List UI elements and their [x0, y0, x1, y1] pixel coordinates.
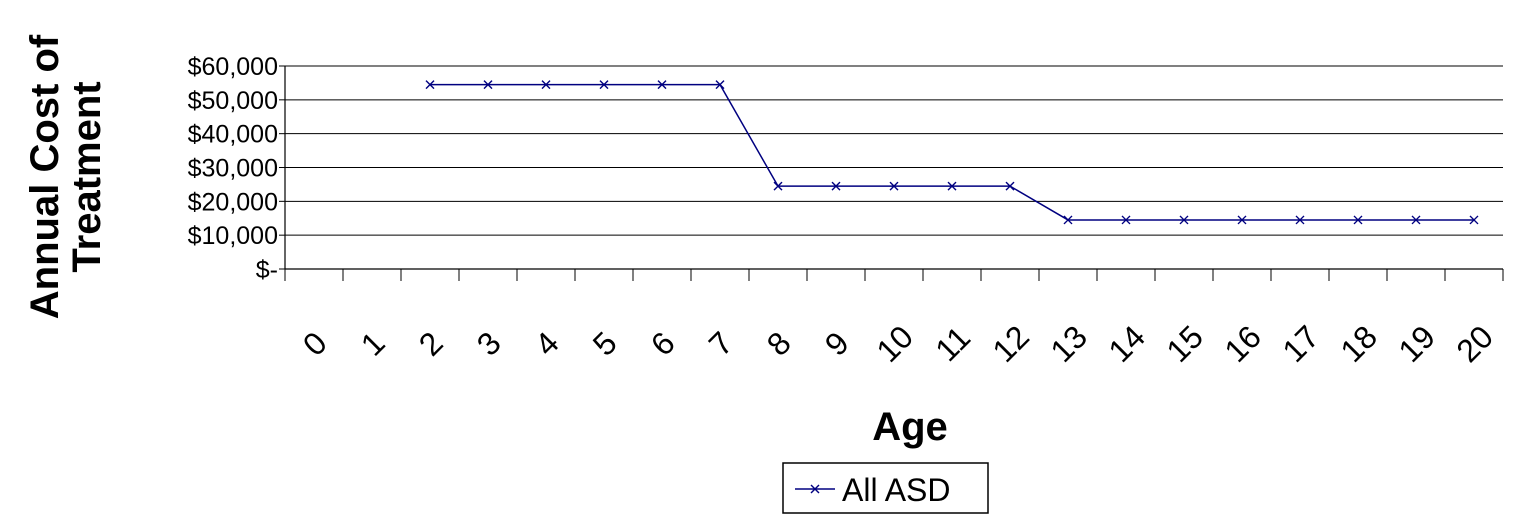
marker-stroke [541, 80, 551, 90]
data-point-marker [889, 181, 899, 191]
y-axis-title-line-2: Treatment [65, 81, 109, 272]
legend: All ASD [782, 462, 989, 514]
data-point-marker [1353, 215, 1363, 225]
x-tick-label: 9 [818, 325, 856, 363]
data-point-marker [425, 80, 435, 90]
x-tick-label: 1 [354, 325, 392, 363]
marker-stroke [1295, 215, 1305, 225]
marker-stroke [1005, 181, 1015, 191]
data-point-marker [657, 80, 667, 90]
x-tick-label: 8 [760, 325, 798, 363]
series-line [430, 83, 1474, 221]
data-point-marker [1005, 181, 1015, 191]
series-group [425, 80, 1479, 225]
data-point-marker [1121, 215, 1131, 225]
y-axis-ticks: $- $10,000 $20,000 $30,000 $40,000 $50,000 $60… [188, 53, 285, 284]
marker-stroke [1237, 215, 1247, 225]
data-point-marker [1411, 215, 1421, 225]
x-axis-title: Age [872, 405, 948, 449]
marker-stroke [1121, 215, 1131, 225]
x-tick-label: 7 [702, 325, 740, 363]
data-point-marker [715, 80, 725, 90]
x-tick-label: 13 [1043, 318, 1094, 369]
data-point-marker [947, 181, 957, 191]
marker-stroke [425, 80, 435, 90]
marker-stroke [947, 181, 957, 191]
marker-stroke [483, 80, 493, 90]
marker-stroke [715, 80, 725, 90]
legend-box [782, 462, 989, 514]
legend-swatch-marker [810, 484, 820, 494]
y-tick-label: $40,000 [188, 121, 278, 149]
x-axis-ticks: 0 1 2 3 4 5 6 7 8 9 10 11 12 13 14 15 16 17 18 19 20 [284, 269, 1504, 369]
y-tick-label: $60,000 [188, 53, 278, 81]
marker-stroke [831, 181, 841, 191]
x-tick-label: 11 [928, 319, 977, 368]
marker-stroke [599, 80, 609, 90]
y-tick-label: $30,000 [188, 155, 278, 183]
marker-stroke [1469, 215, 1479, 225]
marker-stroke [889, 181, 899, 191]
marker-stroke [1179, 215, 1189, 225]
x-tick-label: 2 [412, 325, 450, 363]
data-point-marker [1179, 215, 1189, 225]
data-point-marker [599, 80, 609, 90]
x-tick-label: 4 [528, 325, 566, 363]
x-tick-label: 12 [985, 318, 1036, 369]
x-tick-label: 14 [1101, 318, 1152, 369]
x-tick-label: 5 [586, 325, 624, 363]
marker-stroke [1411, 215, 1421, 225]
marker-stroke [1353, 215, 1363, 225]
data-point-marker [541, 80, 551, 90]
marker-stroke [1063, 215, 1073, 225]
x-tick-label: 17 [1275, 318, 1326, 369]
x-tick-label: 20 [1449, 318, 1500, 369]
y-axis-title-line-1: Annual Cost of [23, 34, 67, 319]
x-tick-label: 10 [869, 318, 920, 369]
x-tick-label: 15 [1159, 318, 1210, 369]
y-axis-title: Annual Cost of Treatment [23, 34, 109, 319]
legend-label: All ASD [842, 472, 950, 508]
data-point-marker [483, 80, 493, 90]
marker-stroke [810, 484, 820, 494]
x-tick-label: 18 [1333, 318, 1384, 369]
gridlines [285, 65, 1503, 236]
y-tick-label: $20,000 [188, 188, 278, 216]
data-point-marker [831, 181, 841, 191]
x-tick-label: 19 [1391, 318, 1442, 369]
data-point-marker [1063, 215, 1073, 225]
y-tick-label: $- [256, 256, 278, 284]
data-point-marker [773, 181, 783, 191]
data-point-marker [1237, 215, 1247, 225]
data-point-marker [1295, 215, 1305, 225]
y-tick-label: $50,000 [188, 87, 278, 115]
x-tick-label: 16 [1217, 318, 1268, 369]
x-tick-label: 6 [644, 325, 682, 363]
marker-stroke [657, 80, 667, 90]
data-point-marker [1469, 215, 1479, 225]
y-tick-label: $10,000 [188, 222, 278, 250]
x-tick-label: 3 [470, 325, 508, 363]
x-tick-label: 0 [296, 325, 334, 363]
marker-stroke [773, 181, 783, 191]
